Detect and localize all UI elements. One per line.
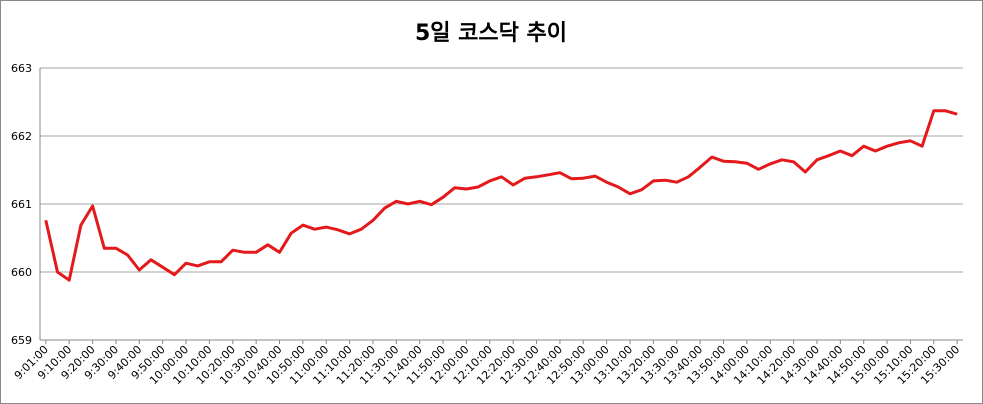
- line-series: [44, 109, 958, 282]
- y-tick-label: 660: [11, 266, 32, 279]
- y-tick-label: 662: [11, 130, 32, 143]
- y-tick-label: 663: [11, 62, 32, 75]
- y-tick-label: 661: [11, 198, 32, 211]
- y-tick-label: 659: [11, 334, 32, 347]
- chart-title: 5일 코스닥 추이: [415, 21, 567, 46]
